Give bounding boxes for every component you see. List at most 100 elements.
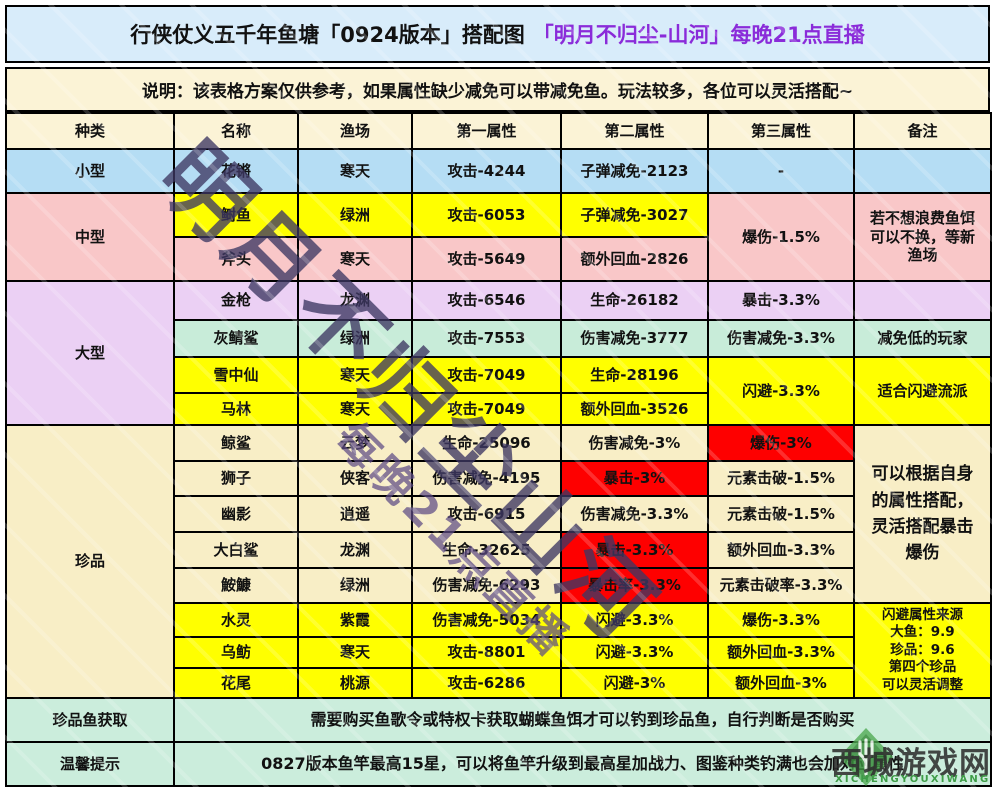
- table-cell: 攻击-6546: [411, 280, 562, 321]
- table-cell: 斧头: [173, 236, 299, 282]
- table-cell: 攻击-7049: [411, 356, 562, 394]
- table-cell: 生命-25096: [411, 424, 562, 462]
- table-cell: 寒天: [297, 148, 413, 194]
- table-cell: 乌鲂: [173, 636, 299, 669]
- table-cell: 0827版本鱼竿最高15星，可以将鱼竿升级到最高星加战力、图鉴种类钓满也会加对应…: [173, 741, 992, 787]
- table-cell: 适合闪避流派: [853, 356, 992, 426]
- table-cell: 小型: [5, 148, 175, 194]
- table-cell: 紫霞: [297, 602, 413, 638]
- table-cell: 雪中仙: [173, 356, 299, 394]
- table-cell: 伤害减免-3777: [560, 319, 709, 358]
- table-row: 狮子 侠客 伤害减免-4195 暴击-3% 元素击破-1.5%: [6, 460, 991, 497]
- column-header: 名称: [173, 112, 299, 150]
- table-cell: 攻击-5649: [411, 236, 562, 282]
- table-cell: 寒天: [297, 356, 413, 394]
- note-banner: 说明：该表格方案仅供参考，如果属性缺少减免可以带减免鱼。玩法较多，各位可以灵活搭…: [5, 67, 990, 112]
- table-row: 乌鲂 寒天 攻击-8801 闪避-3.3% 额外回血-3.3%: [6, 636, 991, 669]
- table-cell: 寒天: [297, 636, 413, 669]
- table-cell: 伤害减免-3.3%: [707, 319, 855, 358]
- table-row: 珍品鱼获取 需要购买鱼歌令或特权卡获取蝴蝶鱼饵才可以钓到珍品鱼，自行判断是否购买: [5, 697, 992, 743]
- title-main: 行侠仗义五千年鱼塘「0924版本」搭配图: [130, 23, 525, 47]
- table-cell: 绿洲: [297, 319, 413, 358]
- table-cell: 马林: [173, 392, 299, 426]
- table-cell: 需要购买鱼歌令或特权卡获取蝴蝶鱼饵才可以钓到珍品鱼，自行判断是否购买: [173, 697, 992, 743]
- table-row: 雪中仙 寒天 攻击-7049 生命-28196 闪避-3.3% 适合闪避流派: [6, 356, 992, 426]
- table-cell: 温馨提示: [5, 741, 175, 787]
- table-cell: 爆伤-3%: [707, 424, 855, 462]
- table-cell: 伤害减免-5034: [411, 602, 562, 638]
- table-cell: 珍品: [5, 424, 175, 699]
- table-body: 小型 花锵 寒天 攻击-4244 子弹减免-2123- 中型 鲥鱼 绿洲 攻击-6053 子弹减免…: [5, 148, 992, 787]
- table-cell: 额外回血-3.3%: [707, 531, 855, 569]
- table-cell: 生命-32625: [411, 531, 562, 569]
- column-header: 第二属性: [560, 112, 709, 150]
- table-cell: 攻击-4244: [411, 148, 562, 194]
- table-cell: 寒天: [297, 392, 413, 426]
- table-cell: 攻击-8801: [411, 636, 562, 669]
- table-cell: 逍遥: [297, 495, 413, 533]
- table-cell: 灰鲭鲨: [173, 319, 299, 358]
- column-header: 备注: [853, 112, 992, 150]
- table-cell: 桃源: [297, 667, 413, 699]
- table-row: 斧头 寒天 攻击-5649 额外回血-2826: [6, 236, 991, 282]
- table-header: 种类 名称 渔场 第一属性 第二属性 第三属性 备注: [5, 112, 992, 150]
- table-cell: 龙渊: [297, 531, 413, 569]
- table-cell: 水灵: [173, 602, 299, 638]
- page-title: 行侠仗义五千年鱼塘「0924版本」搭配图 「明月不归尘-山河」每晚21点直播: [5, 5, 990, 63]
- table-cell: 大白鲨: [173, 531, 299, 569]
- table-cell: 暴击-3.3%: [707, 280, 855, 321]
- table-cell: 攻击-6053: [411, 192, 562, 238]
- table-row: 马林 寒天 攻击-7049 额外回血-3526: [6, 392, 991, 426]
- table-cell: 龙渊: [297, 280, 413, 321]
- table-row: 大型 金枪 龙渊 攻击-6546 生命-26182 暴击-3.3%: [5, 280, 992, 426]
- column-header: 第一属性: [411, 112, 562, 150]
- table-row: 花尾 桃源 攻击-6286 闪避-3% 额外回血-3%: [6, 667, 991, 699]
- table-cell: 子弹减免-3027: [560, 192, 709, 238]
- table-row: 中型 鲥鱼 绿洲 攻击-6053 子弹减免-3027 爆伤-1.5% 若不想浪费鱼饵 可以不…: [5, 192, 992, 282]
- table-cell: 伤害减免-3%: [560, 424, 709, 462]
- table-cell: 金枪: [173, 280, 299, 321]
- table-cell: 绿洲: [297, 192, 413, 238]
- table-cell: 额外回血-3%: [707, 667, 855, 699]
- table-cell: 减免低的玩家: [853, 319, 992, 358]
- fish-config-table: 种类 名称 渔场 第一属性 第二属性 第三属性 备注 小型 花锵 寒天 攻击-4244 子弹减免-2…: [5, 112, 992, 787]
- table-cell: 额外回血-3.3%: [707, 636, 855, 669]
- table-cell: 生命-26182: [560, 280, 709, 321]
- table-cell: 可以根据自身 的属性搭配， 灵活搭配暴击 爆伤: [853, 424, 992, 604]
- table-row: 大白鲨 龙渊 生命-32625 暴击-3.3% 额外回血-3.3%: [6, 531, 991, 569]
- table-cell: 闪避-3%: [560, 667, 709, 699]
- table-cell: 鮟鱇: [173, 567, 299, 604]
- table-cell: 爆伤-1.5%: [707, 192, 855, 282]
- column-header: 第三属性: [707, 112, 855, 150]
- table-cell: 侠客: [297, 460, 413, 497]
- table-row: 温馨提示 0827版本鱼竿最高15星，可以将鱼竿升级到最高星加战力、图鉴种类钓满也…: [5, 741, 992, 787]
- table-cell: 闪避属性来源 大鱼：9.9 珍品：9.6 第四个珍品 可以灵活调整: [853, 602, 992, 699]
- table-cell: 闪避-3.3%: [560, 602, 709, 638]
- table-cell: 中型: [5, 192, 175, 282]
- table-cell: 绿洲: [297, 567, 413, 604]
- table-cell: -: [707, 148, 855, 194]
- table-cell: 元素击破-1.5%: [707, 495, 855, 533]
- table-cell: 寒天: [297, 236, 413, 282]
- table-cell: 元素击破-1.5%: [707, 460, 855, 497]
- column-header: 种类: [5, 112, 175, 150]
- table-cell: 暴击率-3.3%: [560, 567, 709, 604]
- table-cell: 花锵: [173, 148, 299, 194]
- table-cell: 鲥鱼: [173, 192, 299, 238]
- table-cell: 幽影: [173, 495, 299, 533]
- table-cell: 伤害减免-6293: [411, 567, 562, 604]
- table-row: 水灵 紫霞 伤害减免-5034 闪避-3.3% 爆伤-3.3% 闪避属性来源 大鱼：9.9…: [6, 602, 992, 699]
- table-row: 灰鲭鲨 绿洲 攻击-7553 伤害减免-3777 伤害减免-3.3% 减免低的玩家: [6, 319, 992, 358]
- table-cell: [853, 280, 992, 321]
- table-row: 鮟鱇 绿洲 伤害减免-6293 暴击率-3.3% 元素击破率-3.3%: [6, 567, 991, 604]
- column-header: 渔场: [297, 112, 413, 150]
- table-cell: 子弹减免-2123: [560, 148, 709, 194]
- title-stream-info: 「明月不归尘-山河」每晚21点直播: [532, 23, 865, 47]
- table-cell: 闪避-3.3%: [560, 636, 709, 669]
- table-cell: 攻击-7049: [411, 392, 562, 426]
- table-cell: 攻击-6915: [411, 495, 562, 533]
- table-cell: 伤害减免-4195: [411, 460, 562, 497]
- table-row: 珍品 鲸鲨 云梦 生命-25096 伤害减免-3% 爆伤-3% 可以根据自身 的属性搭配， …: [5, 424, 992, 699]
- table-cell: 珍品鱼获取: [5, 697, 175, 743]
